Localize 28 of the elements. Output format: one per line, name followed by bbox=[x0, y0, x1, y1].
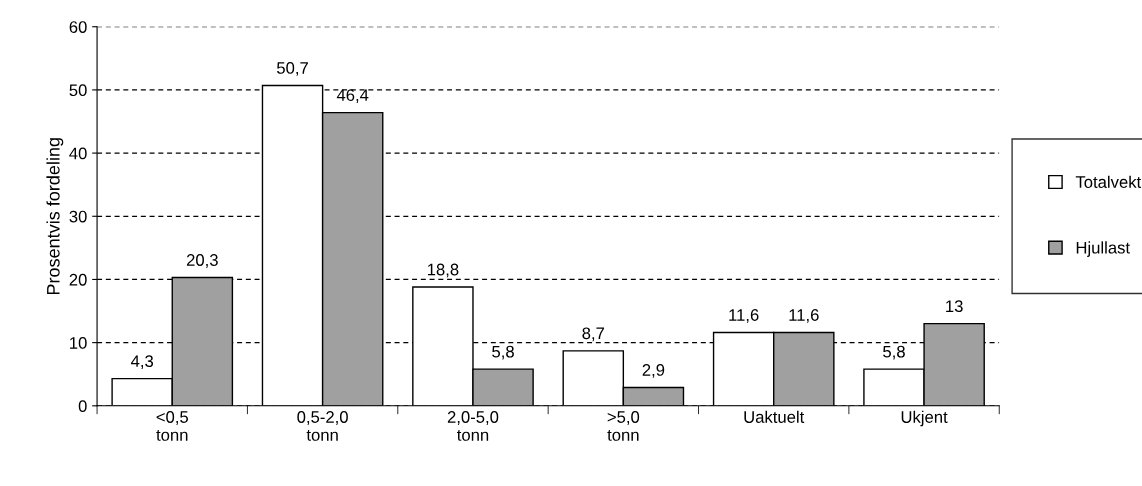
y-tick-label: 30 bbox=[69, 210, 87, 223]
data-label: 11,6 bbox=[729, 309, 759, 323]
data-label: 18,8 bbox=[427, 263, 459, 278]
y-tick-label: 0 bbox=[78, 400, 87, 413]
data-label: 13 bbox=[946, 300, 963, 313]
y-tick-label: 20 bbox=[69, 273, 87, 286]
data-label: 5,8 bbox=[492, 345, 514, 360]
data-label: 4,3 bbox=[130, 355, 154, 369]
x-tick-label: Uaktuelt bbox=[744, 410, 805, 423]
y-axis-title: Prosentvis fordeling bbox=[46, 138, 64, 295]
data-label: 8,7 bbox=[582, 327, 605, 342]
x-tick-label: >5,0 tonn bbox=[607, 411, 640, 441]
data-label: 11,6 bbox=[789, 309, 819, 323]
legend-label: Hjullast bbox=[1076, 241, 1130, 257]
x-tick-label: Ukjent bbox=[901, 410, 948, 427]
y-tick-label: 10 bbox=[70, 337, 87, 349]
data-label: 5,8 bbox=[883, 345, 905, 360]
x-tick-label: 0,5-2,0 tonn bbox=[297, 411, 348, 441]
legend-label: Totalvekt bbox=[1075, 175, 1142, 188]
x-tick-label: <0,5 tonn bbox=[156, 411, 188, 441]
y-tick-label: 50 bbox=[69, 84, 87, 97]
y-tick-label: 40 bbox=[69, 147, 87, 160]
data-label: 20,3 bbox=[186, 254, 218, 268]
data-label: 50,7 bbox=[276, 62, 308, 76]
x-tick-label: 2,0-5,0 tonn bbox=[447, 411, 499, 441]
y-tick-label: 60 bbox=[69, 21, 87, 33]
data-label: 2,9 bbox=[642, 364, 665, 378]
data-label: 46,4 bbox=[336, 89, 369, 103]
